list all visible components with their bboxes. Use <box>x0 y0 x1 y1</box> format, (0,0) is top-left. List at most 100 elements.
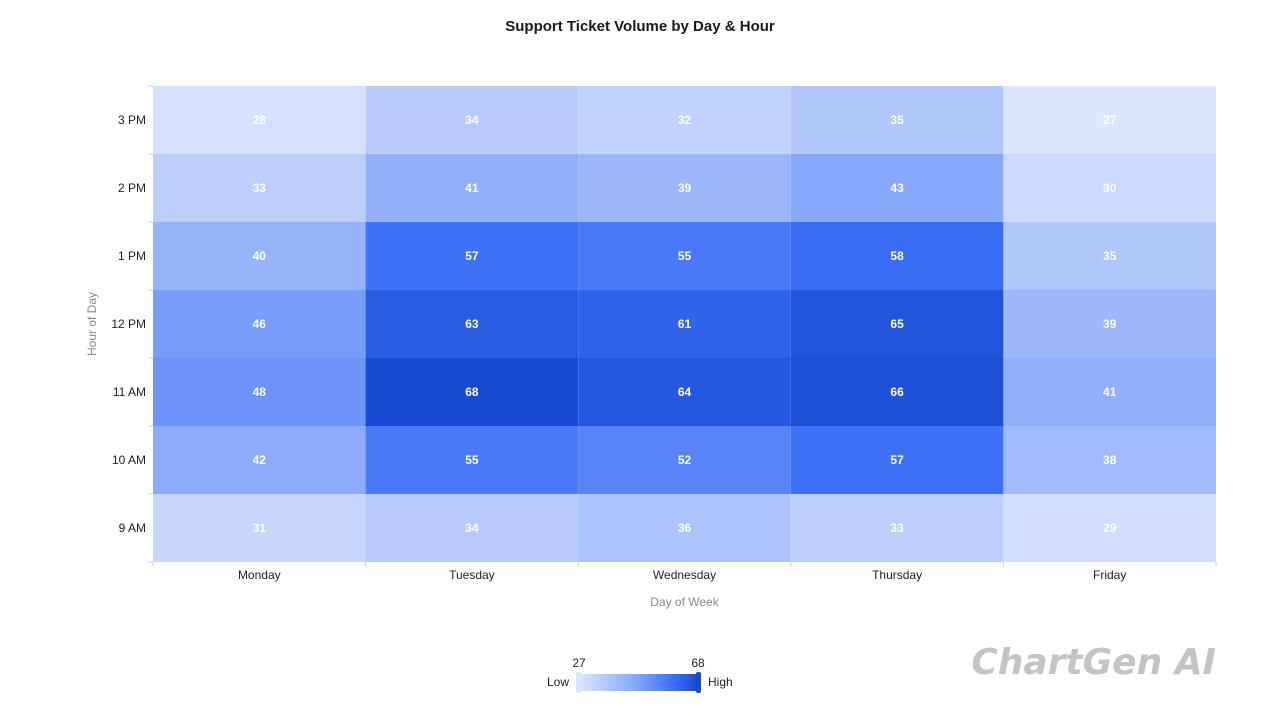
y-tick-label: 9 AM <box>119 521 146 535</box>
cell-value-label: 34 <box>465 521 479 535</box>
heatmap-cell[interactable] <box>153 154 366 222</box>
y-axis: 9 AM 10 AM 11 AM 12 PM 1 PM 2 PM 3 PM <box>111 85 153 563</box>
heatmap-cell[interactable] <box>365 222 579 290</box>
heatmap-cell[interactable] <box>1003 426 1216 494</box>
x-axis: Monday Tuesday Wednesday Thursday Friday <box>152 562 1217 582</box>
cell-value-label: 65 <box>890 317 904 331</box>
heatmap-cell[interactable] <box>790 290 1004 358</box>
cell-value-label: 31 <box>253 521 267 535</box>
cell-value-label: 57 <box>890 453 904 467</box>
cell-value-label: 28 <box>253 113 267 127</box>
cell-value-label: 66 <box>890 385 904 399</box>
legend-low-label: Low <box>547 675 569 689</box>
cell-value-label: 61 <box>678 317 692 331</box>
heatmap-cell[interactable] <box>153 358 366 426</box>
cell-value-label: 64 <box>678 385 692 399</box>
cell-value-label: 38 <box>1103 453 1117 467</box>
cell-value-label: 43 <box>890 181 904 195</box>
y-axis-title: Hour of Day <box>85 292 99 356</box>
heatmap-cell-labels: 31 34 36 33 29 42 55 52 57 38 48 68 64 66 41 46 63 61 65 39… <box>253 113 1117 535</box>
color-legend: 27 68 Low High <box>547 656 733 693</box>
heatmap-cell[interactable] <box>1003 222 1216 290</box>
legend-min-value: 27 <box>572 656 586 670</box>
heatmap-cell[interactable] <box>578 86 791 154</box>
cell-value-label: 33 <box>890 521 904 535</box>
chart-title: Support Ticket Volume by Day & Hour <box>505 18 775 35</box>
heatmap-cell[interactable] <box>1003 358 1216 426</box>
cell-value-label: 52 <box>678 453 692 467</box>
legend-min-handle[interactable] <box>576 672 581 693</box>
heatmap-cell[interactable] <box>790 86 1004 154</box>
cell-value-label: 30 <box>1103 181 1117 195</box>
x-tick-label: Tuesday <box>449 568 495 582</box>
cell-value-label: 29 <box>1103 521 1117 535</box>
heatmap-cell[interactable] <box>365 426 579 494</box>
cell-value-label: 35 <box>890 113 904 127</box>
x-tick-label: Monday <box>238 568 281 582</box>
heatmap-cell[interactable] <box>578 290 791 358</box>
cell-value-label: 63 <box>465 317 479 331</box>
heatmap-cell[interactable] <box>1003 494 1216 562</box>
cell-value-label: 48 <box>253 385 267 399</box>
heatmap-cell[interactable] <box>790 222 1004 290</box>
cell-value-label: 55 <box>678 249 692 263</box>
heatmap-cell[interactable] <box>365 358 579 426</box>
cell-value-label: 55 <box>465 453 479 467</box>
legend-max-value: 68 <box>691 656 705 670</box>
x-tick-label: Wednesday <box>653 568 716 582</box>
cell-value-label: 68 <box>465 385 479 399</box>
cell-value-label: 46 <box>253 317 267 331</box>
heatmap-cell[interactable] <box>790 426 1004 494</box>
heatmap-cell[interactable] <box>578 426 791 494</box>
legend-high-label: High <box>708 675 733 689</box>
heatmap-cell[interactable] <box>790 358 1004 426</box>
y-tick-label: 1 PM <box>118 249 146 263</box>
y-tick-label: 3 PM <box>118 113 146 127</box>
heatmap-cell[interactable] <box>1003 86 1216 154</box>
cell-value-label: 27 <box>1103 113 1117 127</box>
heatmap-cell[interactable] <box>790 494 1004 562</box>
heatmap-cell[interactable] <box>153 86 366 154</box>
heatmap-cell[interactable] <box>365 290 579 358</box>
heatmap-cell[interactable] <box>1003 290 1216 358</box>
heatmap-cell[interactable] <box>153 494 366 562</box>
heatmap-cell[interactable] <box>578 494 791 562</box>
x-axis-title: Day of Week <box>650 595 719 609</box>
cell-value-label: 41 <box>1103 385 1117 399</box>
heatmap-cells <box>153 86 1216 562</box>
heatmap-cell[interactable] <box>365 86 579 154</box>
heatmap-cell[interactable] <box>365 154 579 222</box>
watermark-logo: ChartGen AI <box>971 642 1216 683</box>
cell-value-label: 34 <box>465 113 479 127</box>
legend-max-handle[interactable] <box>696 672 701 693</box>
y-tick-label: 10 AM <box>112 453 146 467</box>
y-tick-label: 11 AM <box>113 385 146 399</box>
legend-color-bar <box>579 674 698 691</box>
x-tick-label: Friday <box>1093 568 1126 582</box>
cell-value-label: 39 <box>1103 317 1117 331</box>
cell-value-label: 36 <box>678 521 692 535</box>
heatmap-cell[interactable] <box>153 426 366 494</box>
cell-value-label: 57 <box>465 249 479 263</box>
cell-value-label: 40 <box>253 249 267 263</box>
cell-value-label: 58 <box>890 249 904 263</box>
cell-value-label: 32 <box>678 113 692 127</box>
cell-value-label: 35 <box>1103 249 1117 263</box>
heatmap-cell[interactable] <box>365 494 579 562</box>
cell-value-label: 33 <box>253 181 267 195</box>
heatmap-cell[interactable] <box>153 290 366 358</box>
heatmap-cell[interactable] <box>578 222 791 290</box>
cell-value-label: 41 <box>465 181 479 195</box>
heatmap-cell[interactable] <box>578 154 791 222</box>
y-tick-label: 2 PM <box>118 181 146 195</box>
heatmap-cell[interactable] <box>1003 154 1216 222</box>
y-tick-label: 12 PM <box>111 317 146 331</box>
heatmap-cell[interactable] <box>578 358 791 426</box>
heatmap-cell[interactable] <box>790 154 1004 222</box>
cell-value-label: 39 <box>678 181 692 195</box>
heatmap-cell[interactable] <box>153 222 366 290</box>
x-tick-label: Thursday <box>872 568 922 582</box>
cell-value-label: 42 <box>253 453 267 467</box>
